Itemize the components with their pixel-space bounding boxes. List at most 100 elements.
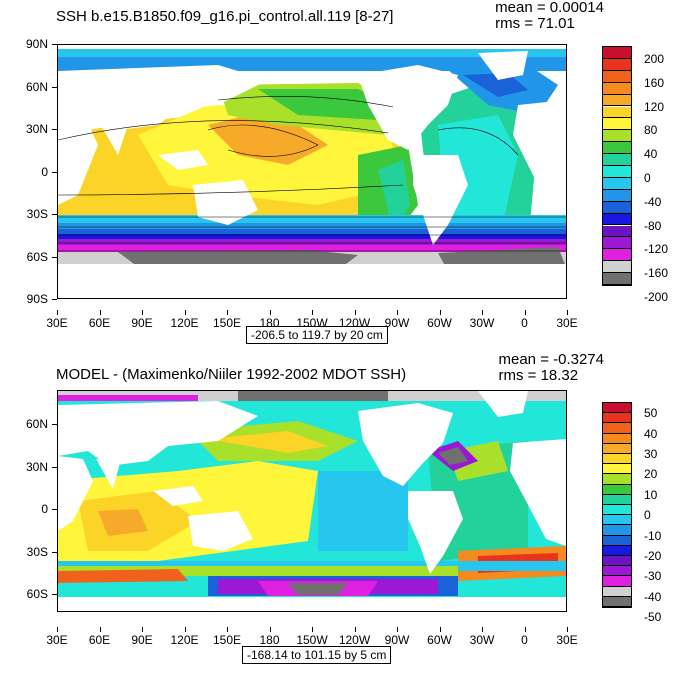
colorbar-label: 40 xyxy=(644,147,658,162)
colorbar-swatch xyxy=(603,58,631,71)
stats-block: mean = -0.3274 rms = 18.32 xyxy=(499,352,605,384)
longitude-tick xyxy=(99,627,101,632)
latitude-label: 90S xyxy=(26,292,48,306)
longitude-tick xyxy=(57,627,58,632)
colorbar-swatch xyxy=(603,249,631,262)
longitude-tick xyxy=(142,310,143,315)
longitude-tick xyxy=(524,310,526,315)
latitude-label: 30S xyxy=(26,207,48,221)
colorbar-label: -50 xyxy=(644,610,662,625)
colorbar-swatch xyxy=(603,273,631,285)
longitude-label: 60E xyxy=(88,316,111,330)
latitude-tick xyxy=(52,44,57,45)
longitude-label: 60E xyxy=(88,633,111,647)
latitude-label: 60N xyxy=(25,79,48,94)
latitude-label: 30N xyxy=(25,459,48,474)
colorbar-swatch xyxy=(603,118,631,131)
colorbar-swatch xyxy=(603,454,631,465)
latitude-tick xyxy=(52,214,57,215)
colorbar-label: -200 xyxy=(644,289,669,304)
longitude-tick xyxy=(397,627,398,632)
longitude-label: 0 xyxy=(521,316,528,330)
longitude-label: 90E xyxy=(131,316,153,330)
longitude-label: 30W xyxy=(469,316,495,330)
longitude-tick xyxy=(184,627,186,632)
rms-value: rms = 18.32 xyxy=(498,367,579,384)
longitude-label: 90W xyxy=(384,633,410,647)
colorbar-swatch xyxy=(603,47,631,59)
longitude-tick xyxy=(567,310,568,315)
colorbar-swatch xyxy=(603,515,631,526)
longitude-tick xyxy=(142,627,143,632)
colorbar-swatch xyxy=(603,443,631,454)
colorbar-swatch xyxy=(603,70,631,83)
longitude-label: 150E xyxy=(212,316,242,330)
colorbar-swatch xyxy=(603,484,631,495)
colorbar-label: 80 xyxy=(644,123,658,138)
longitude-tick xyxy=(354,627,356,632)
latitude-label: 30N xyxy=(25,122,48,136)
ssh-map-field xyxy=(58,45,566,298)
ssh-model-panel: SSH b.e15.B1850.f09_g16.pi_control.all.1… xyxy=(0,0,700,345)
longitude-label: 60W xyxy=(427,316,452,330)
colorbar-label: 0 xyxy=(644,508,651,523)
colorbar-swatch xyxy=(603,201,631,214)
colorbar-swatch xyxy=(603,525,631,536)
latitude-tick xyxy=(52,594,57,595)
longitude-label: 90W xyxy=(384,316,410,330)
colorbar-swatch xyxy=(603,413,631,424)
latitude-label: 60N xyxy=(25,417,48,431)
longitude-tick xyxy=(439,310,441,315)
colorbar-swatch xyxy=(603,535,631,546)
colorbar-swatch xyxy=(603,213,631,226)
longitude-label: 30E xyxy=(46,316,68,330)
panel-title: SSH b.e15.B1850.f09_g16.pi_control.all.1… xyxy=(56,8,394,25)
longitude-tick xyxy=(524,627,526,632)
colorbar-swatch xyxy=(603,154,631,166)
colorbar-swatch xyxy=(603,82,631,95)
colorbar-swatch xyxy=(603,142,631,155)
colorbar-swatch xyxy=(603,237,631,250)
colorbar-swatch xyxy=(603,94,631,107)
longitude-label: 30E xyxy=(46,633,68,647)
colorbar-label: -40 xyxy=(644,194,662,209)
longitude-label: 150E xyxy=(212,633,242,647)
latitude-tick xyxy=(52,299,57,300)
latitude-label: 30S xyxy=(26,544,48,559)
longitude-label: 150W xyxy=(296,633,328,647)
colorbar-label: -40 xyxy=(644,589,662,604)
latitude-tick xyxy=(52,171,57,173)
colorbar-label: 200 xyxy=(644,51,665,66)
colorbar-swatch xyxy=(603,403,631,414)
colorbar-label: -160 xyxy=(644,266,669,281)
latitude-tick xyxy=(52,129,57,130)
contour-range-label: -168.14 to 101.15 by 5 cm xyxy=(242,646,392,664)
colorbar-swatch xyxy=(603,261,631,274)
colorbar-swatch xyxy=(603,225,631,238)
longitude-tick xyxy=(99,310,101,315)
colorbar-label: 160 xyxy=(644,75,665,90)
ssh-difference-field xyxy=(58,391,566,611)
panel-title: MODEL - (Maximenko/Niiler 1992-2002 MDOT… xyxy=(56,366,407,383)
longitude-tick xyxy=(269,627,271,632)
longitude-tick xyxy=(269,310,271,315)
stats-block: mean = 0.00014 rms = 71.01 xyxy=(495,0,604,32)
colorbar xyxy=(602,46,632,286)
longitude-tick xyxy=(312,627,313,632)
longitude-tick xyxy=(184,310,186,315)
longitude-tick xyxy=(312,310,313,315)
mean-value: mean = -0.3274 xyxy=(498,351,605,368)
longitude-label: 30E xyxy=(556,316,578,330)
longitude-label: 0 xyxy=(521,633,528,647)
mean-value: mean = 0.00014 xyxy=(495,0,604,16)
colorbar-swatch xyxy=(603,166,631,178)
colorbar-swatch xyxy=(603,433,631,444)
colorbar-label: -30 xyxy=(644,569,662,584)
colorbar-swatch xyxy=(603,177,631,190)
colorbar-label: -20 xyxy=(644,549,662,563)
rms-value: rms = 71.01 xyxy=(495,15,575,32)
latitude-tick xyxy=(52,86,57,88)
longitude-tick xyxy=(227,627,228,632)
latitude-label: 90N xyxy=(25,37,48,51)
latitude-label: 60S xyxy=(26,587,48,601)
